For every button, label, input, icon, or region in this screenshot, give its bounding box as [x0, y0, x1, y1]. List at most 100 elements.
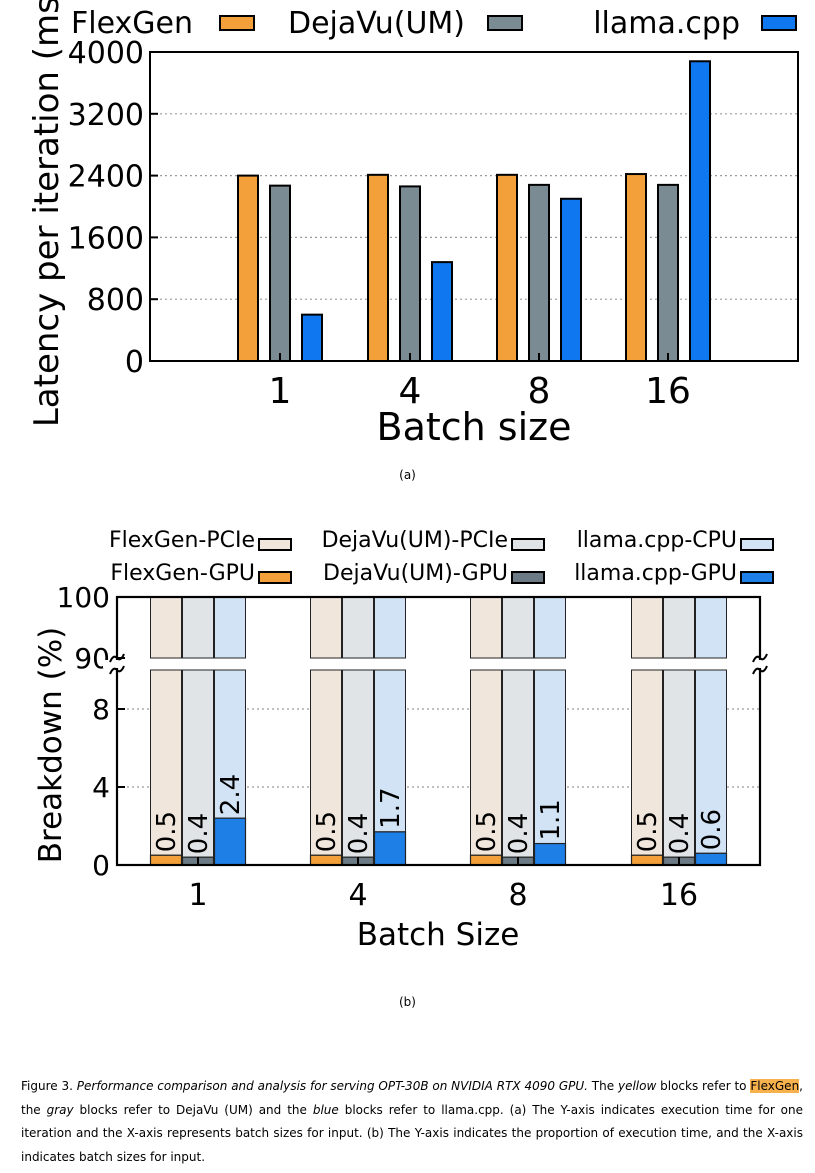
value-label-flexgen-gpu-8: 0.5	[472, 811, 502, 852]
caption-gray: gray	[46, 1102, 74, 1117]
value-label-llama-cpp-gpu-8: 1.1	[536, 799, 566, 840]
bar-dejavu-um-pcie-8-lower	[502, 669, 534, 858]
bar-flexgen-pcie-16-upper	[631, 596, 663, 659]
bar-llama-cpp-16	[689, 60, 711, 363]
legend-swatch-flexgen-pcie	[258, 538, 292, 551]
caption-text-1: The	[587, 1079, 618, 1093]
value-label-dejavu-um-gpu-4: 0.4	[344, 813, 374, 854]
subfigure-label-a: (a)	[399, 468, 416, 482]
legend-b: FlexGen-PCIe FlexGen-GPU DejaVu(UM)-PCIe De…	[109, 528, 774, 586]
plot-frame-b	[115, 595, 762, 867]
bar-dejavu-um-pcie-16-upper	[663, 596, 695, 659]
y-tick-label: 3200	[68, 98, 144, 133]
value-label-flexgen-gpu-1: 0.5	[152, 811, 182, 852]
x-ticks-a: 1 4 8 16	[269, 353, 691, 412]
y-axis-label-b: Breakdown (%)	[33, 627, 69, 864]
caption-text-3: , the	[21, 1079, 803, 1117]
subfigure-label-b: (b)	[399, 995, 416, 1009]
bar-llama-cpp-gpu-8	[533, 842, 567, 866]
value-label-flexgen-gpu-16: 0.5	[633, 811, 663, 852]
legend-swatch-dejavu-um	[487, 15, 523, 31]
y-tick-label: 100	[57, 581, 110, 614]
y-tick-label: 4	[92, 771, 110, 804]
bar-llama-cpp-cpu-8-lower	[534, 669, 566, 845]
y-tick-label: 0	[125, 345, 144, 380]
x-axis-label-b: Batch Size	[357, 917, 520, 953]
legend-label-dejavu-um-pcie: DejaVu(UM)-PCIe	[322, 528, 508, 553]
axis-break-marks	[103, 653, 774, 675]
bar-flexgen-pcie-8-upper	[470, 596, 502, 659]
legend-swatch-dejavu-um-gpu	[511, 571, 545, 584]
bar-dejavu-um-4	[399, 185, 421, 362]
axis-break-squiggle	[109, 665, 125, 675]
bar-flexgen-pcie-1-lower	[150, 669, 182, 856]
x-ticks-b: 1 4 8 16	[188, 857, 698, 913]
bar-dejavu-um-pcie-4-upper	[342, 596, 374, 659]
axis-break-gap	[103, 660, 774, 668]
caption-figure-number: Figure 3.	[21, 1079, 77, 1093]
figure-caption: Figure 3. Performance comparison and ana…	[21, 1075, 803, 1169]
value-label-llama-cpp-gpu-4: 1.7	[376, 787, 406, 828]
bar-llama-cpp-cpu-1-upper	[214, 596, 246, 659]
legend-label-flexgen-pcie: FlexGen-PCIe	[109, 528, 255, 553]
bar-flexgen-1	[237, 174, 259, 362]
y-tick-label: 0	[92, 849, 110, 882]
x-tick-label: 8	[508, 878, 527, 913]
bar-flexgen-8	[496, 173, 518, 362]
legend-swatch-flexgen	[219, 15, 255, 31]
bars-a	[237, 60, 711, 363]
bar-flexgen-gpu-4	[309, 854, 343, 866]
caption-blue: blue	[312, 1102, 339, 1117]
bar-dejavu-um-8	[528, 183, 550, 362]
value-label-dejavu-um-gpu-16: 0.4	[665, 813, 695, 854]
caption-yellow: yellow	[617, 1079, 657, 1093]
value-label-dejavu-um-gpu-8: 0.4	[504, 813, 534, 854]
axis-break-squiggle	[752, 665, 768, 675]
frame-border	[115, 595, 762, 867]
x-tick-label: 4	[348, 878, 367, 913]
legend-label-dejavu-um-gpu: DejaVu(UM)-GPU	[323, 561, 508, 586]
caption-text-4: blocks refer to DejaVu (UM) and the	[73, 1102, 313, 1117]
bar-dejavu-um-pcie-16-lower	[663, 669, 695, 858]
bar-flexgen-pcie-16-lower	[631, 669, 663, 856]
bar-llama-cpp-gpu-16	[694, 852, 728, 866]
y-tick-label: 8	[92, 693, 110, 726]
bar-llama-cpp-gpu-1	[213, 817, 247, 866]
y-tick-label: 90	[74, 642, 110, 675]
caption-flexgen-highlight: FlexGen	[750, 1079, 800, 1093]
x-tick-label: 4	[399, 371, 422, 412]
x-tick-label: 1	[269, 371, 292, 412]
value-label-llama-cpp-gpu-1: 2.4	[216, 774, 246, 815]
axis-break-squiggle	[109, 653, 125, 663]
legend-swatch-llama-cpp-gpu	[740, 571, 774, 584]
legend-a: FlexGen DejaVu(UM) llama.cpp	[71, 6, 797, 41]
bar-dejavu-um-pcie-1-upper	[182, 596, 214, 659]
bar-flexgen-gpu-8	[469, 854, 503, 866]
y-tick-label: 800	[87, 283, 144, 318]
bar-llama-cpp-cpu-4-upper	[374, 596, 406, 659]
y-axis-label-a: Latency per iteration (ms)	[27, 0, 67, 427]
value-label-dejavu-um-gpu-1: 0.4	[184, 813, 214, 854]
y-ticks-b: 0 4 8 90 100	[57, 581, 125, 882]
axis-break-squiggle	[752, 653, 768, 663]
bar-llama-cpp-cpu-16-upper	[695, 596, 727, 659]
legend-label-llama-cpp: llama.cpp	[593, 6, 740, 41]
bar-llama-cpp-8	[560, 197, 582, 362]
legend-label-llama-cpp-cpu: llama.cpp-CPU	[577, 528, 737, 553]
legend-swatch-llama-cpp-cpu	[740, 538, 774, 551]
bars-b: 0.5 0.42.40.5 0.41.70.5 0.4 1.1 0.5 0.4 0.6	[149, 596, 728, 866]
legend-label-dejavu-um: DejaVu(UM)	[288, 6, 465, 41]
legend-label-llama-cpp-gpu: llama.cpp-GPU	[574, 561, 737, 586]
x-tick-label: 16	[660, 878, 698, 913]
bar-llama-cpp-cpu-8-upper	[534, 596, 566, 659]
bar-llama-cpp-4	[431, 261, 453, 362]
bar-dejavu-um-1	[269, 184, 291, 362]
legend-label-flexgen: FlexGen	[71, 6, 193, 41]
plot-frame-a	[149, 51, 799, 362]
caption-text-5: blocks refer to llama.cpp. (a) The Y-axi…	[21, 1102, 804, 1164]
caption-text-2: blocks refer to	[656, 1079, 751, 1093]
bar-llama-cpp-1	[301, 313, 323, 362]
value-label-llama-cpp-gpu-16: 0.6	[697, 809, 727, 850]
y-tick-label: 2400	[68, 160, 144, 195]
bar-llama-cpp-cpu-4-lower	[374, 669, 406, 833]
